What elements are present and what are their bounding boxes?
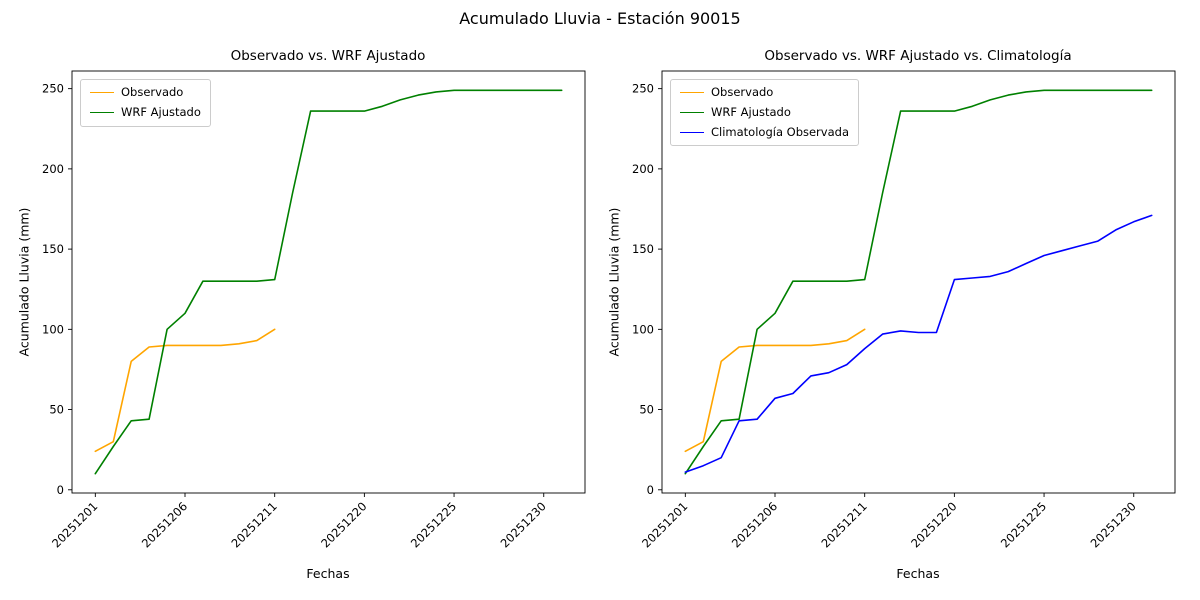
y-tick-label: 150 <box>632 242 654 256</box>
subplot1-xlabel: Fechas <box>306 566 350 581</box>
legend-entry-observado: Observado <box>680 85 849 100</box>
x-tick-label: 20251230 <box>498 499 549 550</box>
legend-entry-wrf: WRF Ajustado <box>90 104 201 120</box>
legend-entry-wrf: WRF Ajustado <box>680 104 849 120</box>
y-tick-label: 250 <box>42 82 64 96</box>
subplot2-title: Observado vs. WRF Ajustado vs. Climatolo… <box>764 48 1072 64</box>
x-tick-label: 20251225 <box>998 499 1049 550</box>
subplot2-ylabel: Acumulado Lluvia (mm) <box>606 207 622 357</box>
observado-line-swatch <box>90 92 114 94</box>
y-tick-label: 0 <box>57 483 64 497</box>
legend-entry-observado: Observado <box>90 85 201 100</box>
y-tick-label: 100 <box>632 322 654 336</box>
plot-box <box>661 70 1176 494</box>
y-tick-label: 200 <box>42 162 64 176</box>
subplot1-ylabel: Acumulado Lluvia (mm) <box>16 207 32 357</box>
legend-label-observado: Observado <box>711 85 774 99</box>
observado-line-swatch <box>680 92 704 94</box>
x-tick-label: 20251225 <box>408 499 459 550</box>
y-tick-label: 100 <box>42 322 64 336</box>
subplot1-title: Observado vs. WRF Ajustado <box>230 48 426 64</box>
series-line-observado <box>684 328 866 453</box>
wrf-line-swatch <box>90 112 114 114</box>
x-tick-label: 20251206 <box>139 499 190 550</box>
series-line-wrf-ajustado <box>684 89 1153 475</box>
subplot2-xlabel: Fechas <box>896 566 940 581</box>
y-tick-label: 250 <box>632 82 654 96</box>
x-tick-label: 20251206 <box>729 499 780 550</box>
legend-label-observado: Observado <box>121 85 184 99</box>
series-line-observado <box>94 328 276 453</box>
figure-title: Acumulado Lluvia - Estación 90015 <box>459 9 741 28</box>
y-tick-label: 200 <box>632 162 654 176</box>
x-tick-label: 20251201 <box>639 499 690 550</box>
y-tick-label: 150 <box>42 242 64 256</box>
subplot1-legend: Observado WRF Ajustado <box>80 79 211 127</box>
subplot2-legend: Observado WRF Ajustado Climatología Obse… <box>670 79 859 147</box>
x-tick-label: 20251211 <box>819 499 870 550</box>
x-tick-label: 20251201 <box>49 499 100 550</box>
legend-label-wrf: WRF Ajustado <box>121 104 201 119</box>
y-tick-label: 0 <box>647 483 654 497</box>
legend-label-climatologia: Climatología Observada <box>711 124 849 139</box>
x-tick-label: 20251230 <box>1088 499 1139 550</box>
x-tick-label: 20251220 <box>908 499 959 550</box>
legend-entry-climatologia: Climatología Observada <box>680 124 849 140</box>
y-tick-label: 50 <box>639 403 654 417</box>
y-tick-label: 50 <box>49 403 64 417</box>
legend-label-wrf: WRF Ajustado <box>711 104 791 119</box>
wrf-line-swatch <box>680 112 704 114</box>
series-line-wrf-ajustado <box>94 89 563 475</box>
series-line-climatología-observada <box>684 214 1153 473</box>
x-tick-label: 20251220 <box>318 499 369 550</box>
plot-box <box>71 70 586 494</box>
x-tick-label: 20251211 <box>229 499 280 550</box>
climatologia-line-swatch <box>680 131 704 133</box>
